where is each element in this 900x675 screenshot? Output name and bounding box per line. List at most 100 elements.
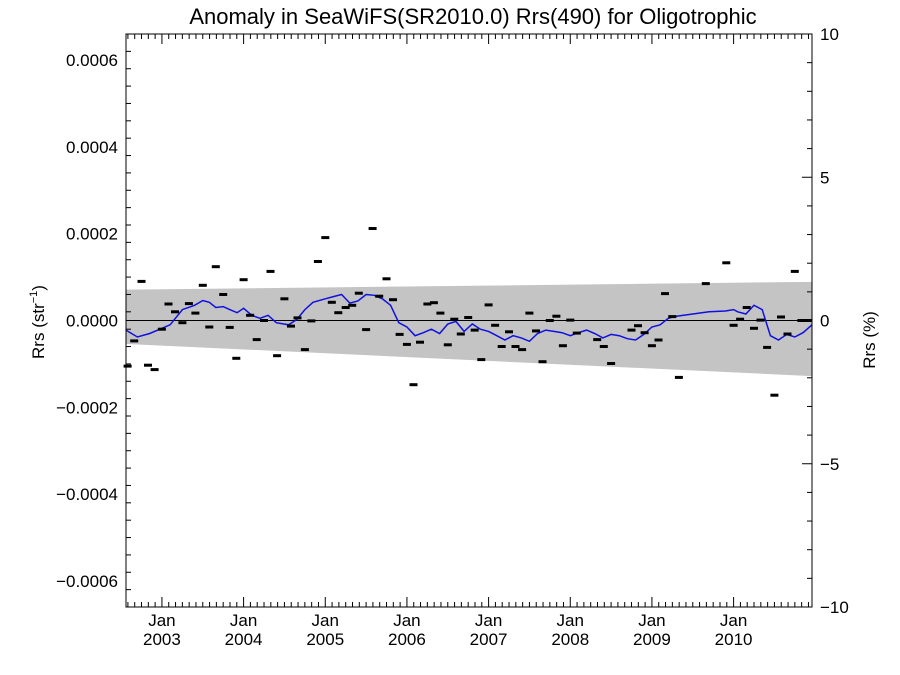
anomaly-point [729, 323, 738, 327]
anomaly-point [293, 316, 302, 320]
right-tick-label: 5 [820, 168, 829, 187]
left-tick-label: −0.0006 [56, 572, 118, 591]
anomaly-point [409, 383, 418, 387]
anomaly-point [273, 354, 282, 358]
anomaly-point [572, 331, 581, 335]
anomaly-point [260, 319, 268, 322]
smoothed-series-layer [125, 293, 813, 343]
anomaly-point [450, 317, 459, 321]
anomaly-point [607, 362, 616, 365]
uncertainty-band-layer [126, 281, 812, 377]
x-tick-month-label: Jan [393, 611, 420, 630]
chart-title: Anomaly in SeaWiFS(SR2010.0) Rrs(490) fo… [189, 4, 756, 29]
anomaly-point [742, 306, 751, 309]
anomaly-point [456, 332, 465, 336]
anomaly-point [252, 338, 261, 342]
anomaly-point [416, 340, 424, 344]
smoothed-series-line [125, 293, 813, 343]
anomaly-point [464, 316, 473, 319]
anomaly-point [198, 283, 207, 287]
anomaly-point [184, 302, 193, 306]
uncertainty-band [126, 281, 812, 377]
anomaly-point [634, 324, 642, 328]
anomaly-point [668, 315, 677, 319]
anomaly-point [178, 321, 187, 325]
anomaly-point [327, 300, 336, 304]
anomaly-point [674, 375, 683, 379]
left-y-axis: 0.0006 0.0004 0.0002 0.0000 −0.0002 −0.0004 −0… [56, 33, 131, 608]
left-tick-label: −0.0002 [56, 398, 118, 417]
x-tick-year-label: 2003 [143, 630, 181, 649]
anomaly-point [123, 364, 132, 368]
anomaly-point [797, 319, 806, 322]
anomaly-point [443, 343, 452, 347]
anomaly-point [150, 368, 159, 372]
anomaly-point [313, 260, 322, 263]
x-tick-month-label: Jan [230, 611, 257, 630]
anomaly-point [770, 393, 779, 397]
x-tick-month-label: Jan [720, 611, 747, 630]
anomaly-point [566, 318, 575, 322]
anomaly-point [395, 332, 404, 336]
anomaly-point [525, 311, 534, 315]
anomaly-point [389, 298, 397, 302]
anomaly-point [484, 303, 493, 307]
right-tick-label: −10 [820, 598, 849, 617]
left-tick-label: 0.0004 [66, 138, 118, 157]
anomaly-point [722, 261, 731, 265]
anomaly-point [307, 319, 316, 323]
anomaly-point [654, 338, 663, 342]
monthly-anomaly-points-layer [123, 227, 812, 397]
anomaly-point [280, 297, 289, 301]
right-y-axis: 10 5 0 −5 −10 [802, 25, 849, 617]
left-tick-label: −0.0004 [56, 485, 118, 504]
anomaly-point [491, 323, 500, 327]
x-axis: Jan2003Jan2004Jan2005Jan2006Jan2007Jan20… [127, 34, 809, 649]
anomaly-point [436, 311, 445, 315]
anomaly-point [321, 236, 330, 240]
anomaly-point [232, 356, 241, 360]
anomaly-point [497, 345, 506, 348]
anomaly-point [538, 360, 547, 364]
anomaly-point [266, 269, 275, 273]
anomaly-point [382, 277, 391, 281]
anomaly-point [341, 306, 350, 309]
x-tick-month-label: Jan [557, 611, 584, 630]
anomaly-point [205, 325, 214, 329]
anomaly-point [756, 318, 765, 322]
anomaly-point [470, 328, 479, 332]
anomaly-point [763, 345, 772, 349]
anomaly-point [477, 358, 486, 362]
anomaly-point [191, 311, 200, 315]
x-tick-month-label: Jan [148, 611, 175, 630]
anomaly-point [511, 345, 520, 348]
x-tick-year-label: 2008 [551, 630, 589, 649]
anomaly-point [783, 332, 792, 336]
anomaly-point [661, 292, 669, 296]
anomaly-point [532, 329, 540, 333]
anomaly-point [777, 315, 785, 319]
anomaly-point [144, 363, 152, 367]
anomaly-point [423, 302, 432, 306]
anomaly-point [246, 313, 255, 317]
anomaly-point [599, 345, 608, 348]
anomaly-point [219, 293, 228, 296]
x-tick-year-label: 2007 [470, 630, 508, 649]
anomaly-point [287, 324, 295, 328]
anomaly-point [545, 319, 554, 322]
anomaly-point [130, 339, 139, 343]
anomaly-point [750, 326, 758, 330]
anomaly-point [348, 303, 357, 307]
anomaly-point [137, 279, 146, 283]
anomaly-point [334, 311, 343, 315]
anomaly-point [211, 265, 220, 269]
anomaly-point [157, 327, 166, 331]
anomaly-point [239, 278, 248, 282]
left-tick-label: 0.0000 [66, 312, 118, 331]
right-tick-label: 10 [820, 25, 839, 44]
anomaly-point [368, 227, 377, 230]
right-tick-label: −5 [820, 455, 839, 474]
right-y-axis-label: Rrs (%) [860, 311, 879, 369]
anomaly-point [171, 310, 179, 314]
